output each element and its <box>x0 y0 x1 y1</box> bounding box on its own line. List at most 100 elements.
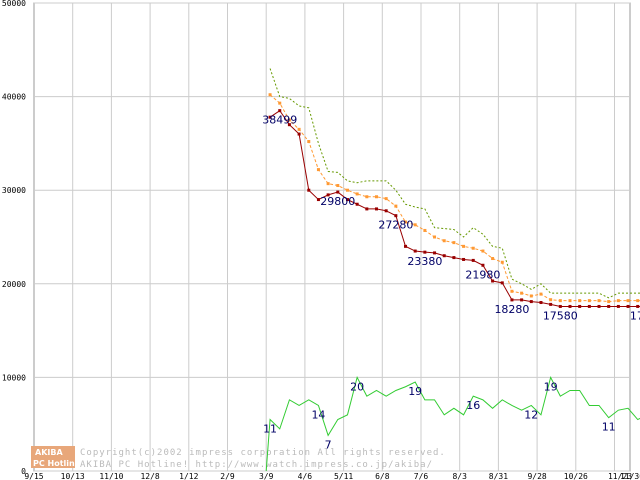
data-label: 29800 <box>320 195 355 208</box>
series-line-max <box>269 68 640 299</box>
data-label: 19 <box>408 385 422 398</box>
point-average <box>481 249 485 253</box>
grid <box>33 2 631 472</box>
data-label: 27280 <box>378 219 413 232</box>
x-tick-label: 3/9 <box>259 472 274 480</box>
point-min <box>336 190 340 194</box>
point-min <box>394 214 398 218</box>
point-min <box>442 254 446 258</box>
point-min <box>500 281 504 285</box>
data-label: 17580 <box>630 309 640 322</box>
x-tick-label: 11/10 <box>99 472 123 480</box>
point-min <box>316 198 320 202</box>
point-min <box>636 304 640 308</box>
point-min <box>384 209 388 213</box>
point-min <box>529 300 533 304</box>
point-min <box>549 302 553 306</box>
point-min <box>374 207 378 211</box>
akiba-logo-top-text: AKIBA <box>35 448 63 457</box>
point-average <box>268 93 272 97</box>
point-average <box>297 127 301 131</box>
x-tick-label: 11/23 <box>608 472 632 480</box>
point-average <box>394 204 398 208</box>
point-min <box>423 250 427 254</box>
point-average <box>355 192 359 196</box>
point-min <box>297 132 301 136</box>
data-label: 38499 <box>262 114 297 127</box>
point-average <box>568 299 572 303</box>
x-tick-label: 8/3 <box>452 472 467 480</box>
point-average <box>278 101 282 105</box>
data-label: 18280 <box>494 303 529 316</box>
series-line-min <box>269 109 640 307</box>
point-min <box>365 207 369 211</box>
point-min <box>510 298 514 302</box>
copyright-text: Copyright(c)2002 impress corporation All… <box>80 448 446 458</box>
data-label: 23380 <box>407 255 442 268</box>
data-label: 16 <box>466 399 480 412</box>
point-min <box>345 198 349 202</box>
point-min <box>268 115 272 119</box>
x-axis-ticks: 9/15 10/13 11/10 12/8 1/12 2/9 3/9 4/6 5/11 6/8 7/… <box>24 472 640 480</box>
point-average <box>374 195 378 199</box>
data-label: 20 <box>350 380 364 393</box>
y-tick-label: 10000 <box>2 373 26 382</box>
point-average <box>539 292 543 296</box>
point-average <box>578 299 582 303</box>
point-average <box>520 291 524 295</box>
point-average <box>462 244 466 248</box>
y-axis-ticks: 0 10000 20000 30000 40000 50000 <box>2 0 26 476</box>
point-min <box>597 304 601 308</box>
point-average <box>365 195 369 199</box>
point-average <box>587 299 591 303</box>
x-tick-label: 5/11 <box>334 472 353 480</box>
point-min <box>278 109 282 113</box>
point-min <box>404 244 408 248</box>
x-tick-label: 10/26 <box>564 472 588 480</box>
data-label: 12 <box>524 408 538 421</box>
series-line-shops <box>265 376 640 472</box>
point-average <box>471 246 475 250</box>
point-min <box>307 188 311 192</box>
point-average <box>549 298 553 302</box>
point-min <box>433 251 437 255</box>
point-average <box>326 182 330 186</box>
y-tick-label: 0 <box>21 467 26 476</box>
point-min <box>607 304 611 308</box>
data-label: 21980 <box>465 268 500 281</box>
data-label: 17580 <box>543 309 578 322</box>
point-min <box>481 263 485 267</box>
point-min <box>568 304 572 308</box>
x-tick-label: 10/13 <box>61 472 85 480</box>
point-min <box>471 258 475 262</box>
point-min <box>452 256 456 260</box>
x-tick-label: 8/31 <box>489 472 508 480</box>
point-average <box>607 300 611 304</box>
x-tick-label: 2/9 <box>220 472 235 480</box>
point-min <box>587 304 591 308</box>
point-min <box>539 301 543 305</box>
data-label: 14 <box>311 408 325 421</box>
point-average <box>345 188 349 192</box>
point-average <box>529 294 533 298</box>
point-average <box>616 299 620 303</box>
point-min <box>287 123 291 127</box>
point-average <box>423 228 427 232</box>
akiba-logo-bottom <box>31 457 75 468</box>
watermark: AKIBA PC Hotline Copyright(c)2002 impres… <box>31 446 446 470</box>
site-url-text: AKIBA PC Hotline! http://www.watch.impre… <box>80 460 433 470</box>
point-min <box>578 304 582 308</box>
point-average <box>636 299 640 303</box>
point-average <box>452 241 456 245</box>
point-average <box>384 197 388 201</box>
point-average <box>316 168 320 172</box>
data-label: 7 <box>325 438 332 451</box>
point-average <box>404 220 408 224</box>
x-tick-label: 6/8 <box>375 472 390 480</box>
x-tick-label: 1/12 <box>179 472 198 480</box>
x-tick-label: 12/8 <box>140 472 159 480</box>
point-min <box>355 202 359 206</box>
point-min <box>491 279 495 283</box>
point-min <box>558 304 562 308</box>
